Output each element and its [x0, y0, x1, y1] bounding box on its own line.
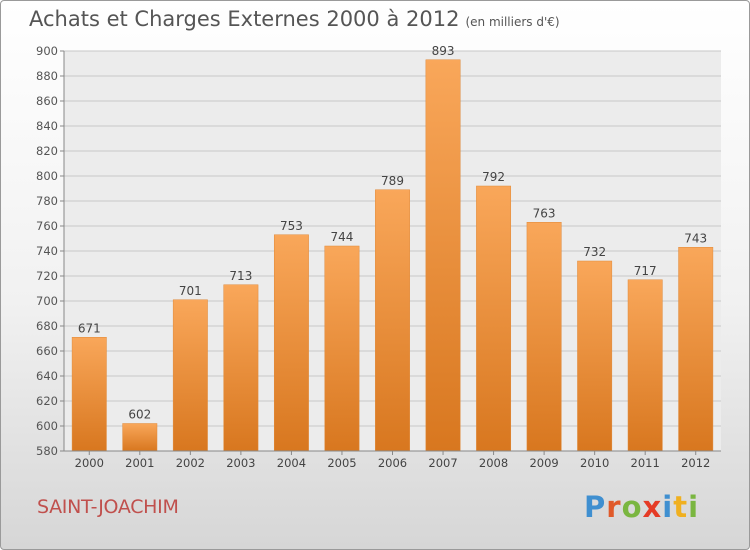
y-tick-label: 900 [36, 44, 58, 58]
x-tick-label: 2006 [378, 456, 407, 470]
x-tick-label: 2010 [580, 456, 609, 470]
bar [324, 245, 360, 452]
y-tick-label: 660 [36, 344, 58, 358]
logo-letter: o [621, 490, 643, 524]
y-tick-label: 780 [36, 194, 58, 208]
bar [425, 59, 461, 452]
bar [678, 247, 714, 452]
x-tick-label: 2004 [277, 456, 306, 470]
bar-value-label: 602 [128, 408, 151, 422]
y-tick-label: 600 [36, 419, 58, 433]
bar-value-label: 792 [482, 170, 505, 184]
bars [71, 59, 714, 452]
bar [172, 299, 208, 452]
axes [60, 50, 721, 455]
y-tick-label: 740 [36, 244, 58, 258]
bar [122, 423, 158, 452]
bar [577, 260, 613, 452]
bar-value-label: 713 [229, 269, 252, 283]
y-tick-label: 880 [36, 69, 58, 83]
place-name: SAINT-JOACHIM [37, 496, 179, 518]
y-tick-label: 720 [36, 269, 58, 283]
bar-value-label: 763 [533, 206, 556, 220]
bar-value-label: 744 [331, 230, 354, 244]
bar-value-label: 717 [634, 264, 657, 278]
y-tick-label: 760 [36, 219, 58, 233]
x-tick-label: 2002 [176, 456, 205, 470]
logo-letter: x [642, 490, 663, 524]
logo-letter: t [673, 490, 689, 524]
y-tick-label: 620 [36, 394, 58, 408]
logo-letter: r [606, 490, 622, 524]
proxiti-logo: Proxiti [584, 490, 699, 524]
labels: 580 600 620 640 660 680 700 720 740 760 780 800 820 8… [36, 44, 710, 470]
chart-title: Achats et Charges Externes 2000 à 2012 (e… [29, 7, 560, 31]
y-tick-label: 860 [36, 94, 58, 108]
bar-value-label: 671 [78, 321, 101, 335]
bar-value-label: 789 [381, 174, 404, 188]
bar-value-label: 732 [583, 245, 606, 259]
bar [526, 222, 562, 452]
bar-value-label: 893 [432, 44, 455, 58]
bar-value-label: 753 [280, 219, 303, 233]
y-tick-label: 820 [36, 144, 58, 158]
logo-letter: P [584, 490, 607, 524]
x-tick-label: 2003 [226, 456, 255, 470]
y-tick-label: 580 [36, 444, 58, 458]
x-tick-label: 2001 [125, 456, 154, 470]
bar [627, 279, 663, 452]
chart-title-text: Achats et Charges Externes 2000 à 2012 [29, 7, 460, 31]
bar [375, 189, 410, 452]
x-tick-label: 2012 [681, 456, 710, 470]
y-tick-label: 640 [36, 369, 58, 383]
bar-value-label: 743 [684, 231, 707, 245]
bar [273, 234, 309, 452]
x-tick-label: 2009 [529, 456, 558, 470]
x-tick-label: 2011 [631, 456, 660, 470]
bar [71, 337, 107, 452]
logo-letter: i [662, 490, 674, 524]
y-tick-label: 680 [36, 319, 58, 333]
bar-value-label: 701 [179, 284, 202, 298]
y-tick-label: 800 [36, 169, 58, 183]
x-tick-label: 2007 [428, 456, 457, 470]
y-tick-label: 700 [36, 294, 58, 308]
chart-unit: (en milliers d'€) [465, 15, 560, 29]
logo-letter: i [688, 490, 700, 524]
x-tick-label: 2005 [327, 456, 356, 470]
x-tick-label: 2008 [479, 456, 508, 470]
bar [476, 185, 512, 452]
x-tick-label: 2000 [75, 456, 104, 470]
bar [223, 284, 259, 452]
y-tick-label: 840 [36, 119, 58, 133]
